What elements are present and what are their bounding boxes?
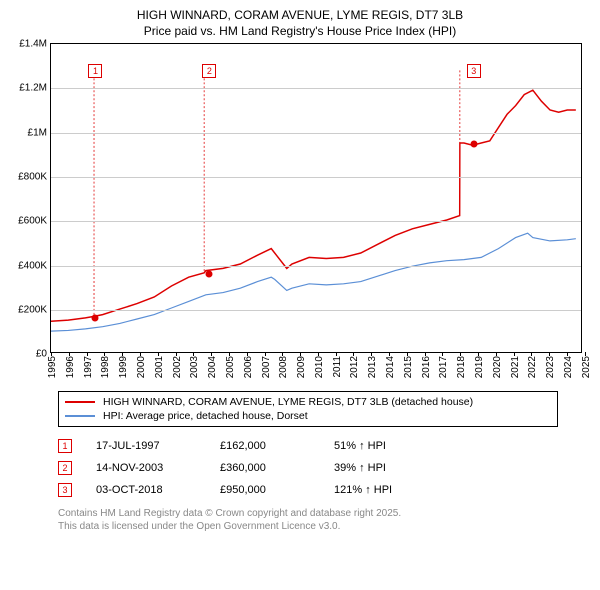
footer-line-2: This data is licensed under the Open Gov… [58,520,592,533]
gridline [51,177,581,178]
gridline [51,310,581,311]
x-axis-label: 1999 [118,356,129,378]
x-axis-label: 2012 [349,356,360,378]
sale-marker-dot [92,315,99,322]
legend-swatch [65,415,95,417]
x-axis-label: 2016 [421,356,432,378]
x-axis-label: 2003 [189,356,200,378]
sale-date: 14-NOV-2003 [96,462,196,474]
title-line-1: HIGH WINNARD, CORAM AVENUE, LYME REGIS, … [8,8,592,24]
series-line [51,90,576,321]
x-axis-label: 2020 [492,356,503,378]
sale-date: 17-JUL-1997 [96,440,196,452]
sale-price: £162,000 [220,440,310,452]
plot-region: £0£200K£400K£600K£800K£1M£1.2M£1.4M19951… [50,43,582,353]
sale-row: 3 03-OCT-2018 £950,000 121% ↑ HPI [58,479,592,501]
y-axis-label: £200K [18,304,47,315]
sale-marker-box: 3 [467,64,481,78]
x-axis-label: 2014 [385,356,396,378]
sale-price: £360,000 [220,462,310,474]
x-axis-label: 2013 [367,356,378,378]
legend-label: HPI: Average price, detached house, Dors… [103,410,308,422]
sale-row: 2 14-NOV-2003 £360,000 39% ↑ HPI [58,457,592,479]
legend-swatch [65,401,95,403]
x-axis-label: 2000 [136,356,147,378]
x-axis-label: 2008 [278,356,289,378]
y-axis-label: £1.2M [19,83,47,94]
sale-pct: 121% ↑ HPI [334,484,424,496]
sale-pct: 39% ↑ HPI [334,462,424,474]
series-line [51,233,576,331]
attribution-footer: Contains HM Land Registry data © Crown c… [58,507,592,533]
x-axis-label: 2021 [510,356,521,378]
y-axis-label: £1.4M [19,39,47,50]
x-axis-label: 1997 [83,356,94,378]
y-axis-label: £1M [28,127,47,138]
sale-marker-dot [206,271,213,278]
x-axis-label: 1998 [100,356,111,378]
x-axis-label: 2010 [314,356,325,378]
x-axis-label: 1995 [47,356,58,378]
sale-marker-box: 2 [202,64,216,78]
x-axis-label: 2011 [332,356,343,378]
x-axis-label: 1996 [65,356,76,378]
sale-marker-box: 1 [88,64,102,78]
y-axis-label: £0 [36,349,47,360]
sale-pct: 51% ↑ HPI [334,440,424,452]
gridline [51,133,581,134]
sale-number: 3 [58,483,72,497]
sale-number: 2 [58,461,72,475]
chart-container: HIGH WINNARD, CORAM AVENUE, LYME REGIS, … [0,0,600,590]
legend-row: HPI: Average price, detached house, Dors… [65,409,551,423]
x-axis-label: 2018 [456,356,467,378]
x-axis-label: 2007 [261,356,272,378]
x-axis-label: 2017 [438,356,449,378]
sale-row: 1 17-JUL-1997 £162,000 51% ↑ HPI [58,435,592,457]
x-axis-label: 2025 [581,356,592,378]
x-axis-label: 2009 [296,356,307,378]
legend-row: HIGH WINNARD, CORAM AVENUE, LYME REGIS, … [65,395,551,409]
sale-marker-dot [470,140,477,147]
x-axis-label: 2001 [154,356,165,378]
legend: HIGH WINNARD, CORAM AVENUE, LYME REGIS, … [58,391,558,427]
x-axis-label: 2004 [207,356,218,378]
x-axis-label: 2023 [545,356,556,378]
sales-table: 1 17-JUL-1997 £162,000 51% ↑ HPI 2 14-NOV-200… [58,435,592,501]
y-axis-label: £400K [18,260,47,271]
footer-line-1: Contains HM Land Registry data © Crown c… [58,507,592,520]
x-axis-label: 2002 [172,356,183,378]
x-axis-label: 2006 [243,356,254,378]
x-axis-label: 2015 [403,356,414,378]
gridline [51,88,581,89]
x-axis-label: 2019 [474,356,485,378]
sale-date: 03-OCT-2018 [96,484,196,496]
y-axis-label: £800K [18,172,47,183]
line-svg [51,44,581,352]
chart-area: £0£200K£400K£600K£800K£1M£1.2M£1.4M19951… [50,43,582,383]
sale-number: 1 [58,439,72,453]
x-axis-label: 2022 [527,356,538,378]
x-axis-label: 2024 [563,356,574,378]
x-axis-label: 2005 [225,356,236,378]
legend-label: HIGH WINNARD, CORAM AVENUE, LYME REGIS, … [103,396,473,408]
chart-title: HIGH WINNARD, CORAM AVENUE, LYME REGIS, … [8,8,592,39]
gridline [51,266,581,267]
title-line-2: Price paid vs. HM Land Registry's House … [8,24,592,40]
gridline [51,221,581,222]
y-axis-label: £600K [18,216,47,227]
sale-price: £950,000 [220,484,310,496]
